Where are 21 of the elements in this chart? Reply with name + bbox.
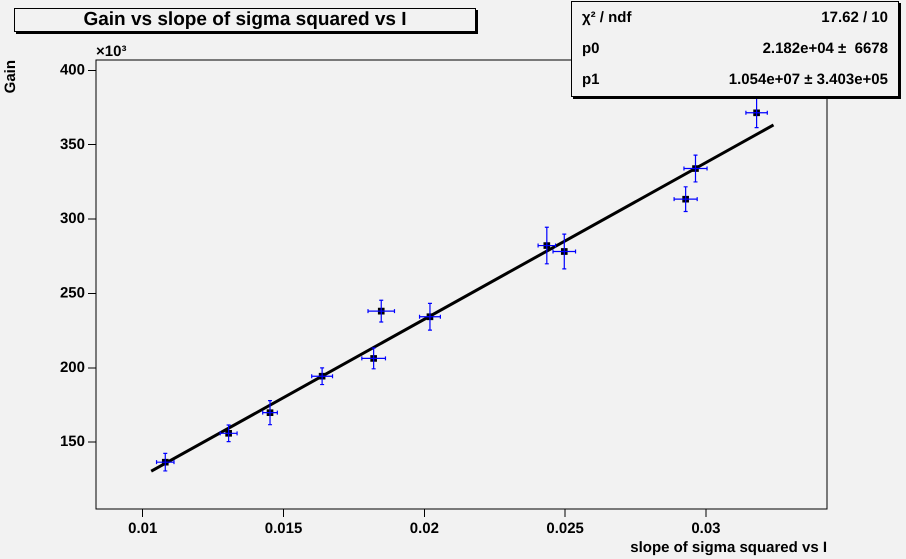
y-tick-label: 300 [60, 210, 85, 228]
y-tick-label: 150 [60, 433, 85, 450]
x-tick-label: 0.03 [691, 520, 721, 538]
annotation: 1.054e+07 ± 3.403e+05 [728, 70, 888, 90]
text: χ² / ndf [582, 8, 632, 28]
x-tick-label: 0.02 [410, 520, 439, 538]
chart-title: Gain vs slope of sigma squared vs I [14, 8, 476, 32]
y-tick-label: 200 [60, 358, 85, 376]
y-tick-label: 350 [60, 136, 85, 153]
y-tick-label: 250 [60, 284, 85, 302]
x-tick-label: 0.015 [264, 520, 302, 538]
y-axis-title: Gain [2, 60, 20, 94]
text: 2.182e+04 ± 6678 [762, 39, 888, 59]
annotation: p1 [582, 70, 600, 90]
annotation: ×10³ [96, 43, 126, 60]
y-tick-label: 400 [60, 62, 85, 79]
x-tick-label: 0.01 [128, 520, 158, 538]
text: p0 [582, 39, 600, 59]
text: 17.62 / 10 [821, 8, 888, 28]
x-tick-label: 0.025 [546, 520, 584, 538]
x-axis-title: slope of sigma squared vs I [630, 539, 827, 556]
